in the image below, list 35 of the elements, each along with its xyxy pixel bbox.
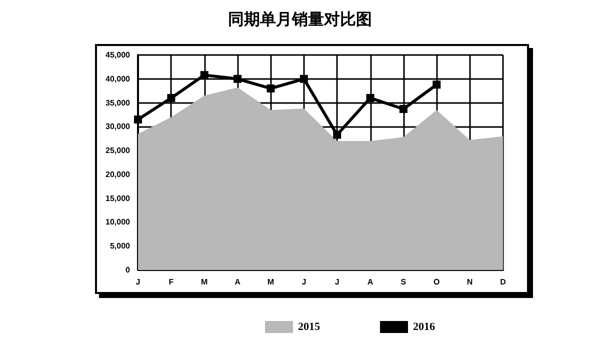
y-tick-label: 35,000: [106, 98, 131, 108]
point: [200, 71, 208, 80]
x-tick-label: J: [302, 278, 306, 286]
point: [432, 80, 441, 89]
x-tick-label: J: [136, 278, 140, 286]
x-tick-label: S: [400, 278, 407, 286]
x-tick-label: N: [466, 278, 473, 286]
legend-label: 2015: [298, 321, 320, 333]
point: [300, 74, 308, 83]
point: [167, 94, 176, 102]
point: [366, 94, 374, 102]
y-tick-label: 30,000: [106, 122, 131, 132]
y-tick-label: 10,000: [106, 218, 131, 227]
y-tick-label: 40,000: [106, 74, 131, 84]
chart-title: 同期单月销量对比图: [228, 10, 372, 28]
point: [134, 116, 142, 124]
x-tick-label: A: [367, 278, 374, 286]
y-tick-label: 5,000: [110, 242, 131, 251]
x-tick-label: A: [234, 278, 241, 286]
point: [399, 104, 408, 113]
y-tick-label: 20,000: [106, 170, 131, 179]
point: [333, 130, 342, 139]
x-tick-label: D: [500, 278, 506, 286]
x-tick-label: J: [334, 278, 340, 286]
point: [234, 74, 242, 83]
legend-label: 2016: [413, 321, 436, 333]
y-tick-label: 45,000: [106, 50, 131, 60]
x-tick-label: M: [201, 278, 208, 286]
y-tick-label: 25,000: [106, 146, 131, 156]
y-tick-label: 0: [126, 266, 131, 274]
point: [266, 84, 275, 92]
x-tick-label: F: [168, 278, 174, 286]
y-tick-label: 15,000: [106, 194, 131, 203]
x-tick-label: M: [267, 278, 274, 286]
x-tick-label: O: [434, 278, 440, 286]
